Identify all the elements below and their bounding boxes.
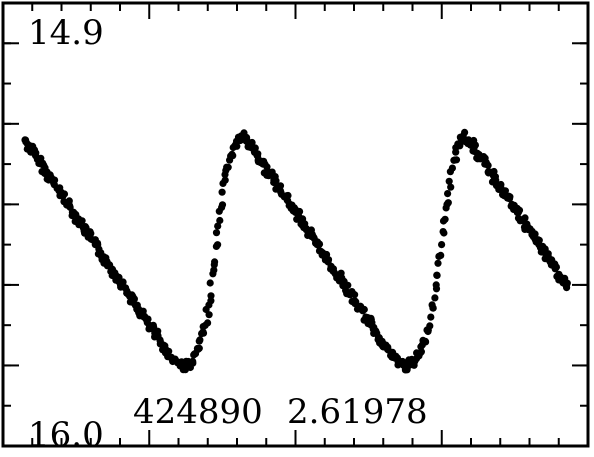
data-point (514, 208, 523, 216)
data-point (221, 176, 229, 184)
data-point (130, 295, 138, 303)
data-point (211, 258, 219, 266)
data-point (437, 251, 445, 259)
y-axis-bottom-label: 16.0 (28, 415, 104, 455)
data-point (445, 177, 453, 185)
data-point (210, 266, 218, 274)
data-point (165, 347, 173, 355)
data-point (32, 149, 40, 157)
data-point (228, 150, 236, 158)
data-point (432, 281, 440, 289)
data-point (344, 281, 352, 289)
data-point (561, 277, 569, 285)
data-point (60, 190, 69, 198)
data-point (439, 228, 447, 236)
data-point (189, 357, 197, 365)
data-point (76, 217, 84, 225)
data-point (87, 229, 95, 237)
data-point (428, 301, 436, 309)
data-point (195, 337, 203, 345)
data-point (438, 241, 446, 249)
data-point (461, 128, 469, 136)
data-point (206, 279, 214, 287)
data-point (426, 322, 434, 330)
data-point (214, 241, 222, 249)
plot-frame (1, 1, 590, 448)
data-point (351, 291, 359, 299)
data-point (471, 141, 479, 149)
axis-ticks (2, 2, 589, 447)
star-id-annotation: 424890 (133, 392, 263, 432)
data-point (218, 201, 227, 209)
data-point (144, 315, 152, 323)
data-point (431, 294, 439, 302)
data-point (433, 271, 441, 279)
data-point (452, 156, 461, 164)
data-point (444, 199, 452, 207)
data-point (204, 319, 212, 327)
data-point (216, 216, 224, 225)
data-point (233, 142, 241, 150)
data-point (360, 305, 368, 314)
data-point (315, 241, 323, 249)
data-point (455, 140, 463, 148)
data-point (224, 163, 232, 171)
data-point (441, 215, 449, 223)
data-point (506, 193, 514, 201)
data-point (422, 338, 430, 346)
data-point (218, 188, 226, 196)
period-annotation: 2.61978 (287, 392, 428, 432)
data-point (452, 148, 460, 156)
data-point (248, 138, 256, 147)
data-point (214, 222, 222, 230)
data-point (484, 161, 492, 169)
data-point (195, 344, 203, 352)
data-point (119, 278, 127, 286)
data-point (212, 229, 221, 237)
y-axis-top-label: 14.9 (28, 13, 104, 53)
data-point (427, 313, 435, 321)
data-point (199, 329, 208, 337)
data-point (491, 173, 499, 181)
data-point (272, 177, 280, 185)
data-point (434, 259, 442, 267)
data-point (324, 256, 333, 264)
data-point (207, 292, 215, 300)
data-point (207, 297, 215, 305)
data-point (448, 164, 456, 172)
data-point (447, 183, 455, 191)
data-point (205, 311, 213, 319)
data-point (531, 230, 539, 238)
data-point (444, 190, 452, 198)
data-points (21, 128, 571, 374)
data-point (552, 263, 561, 271)
data-point (521, 214, 529, 222)
